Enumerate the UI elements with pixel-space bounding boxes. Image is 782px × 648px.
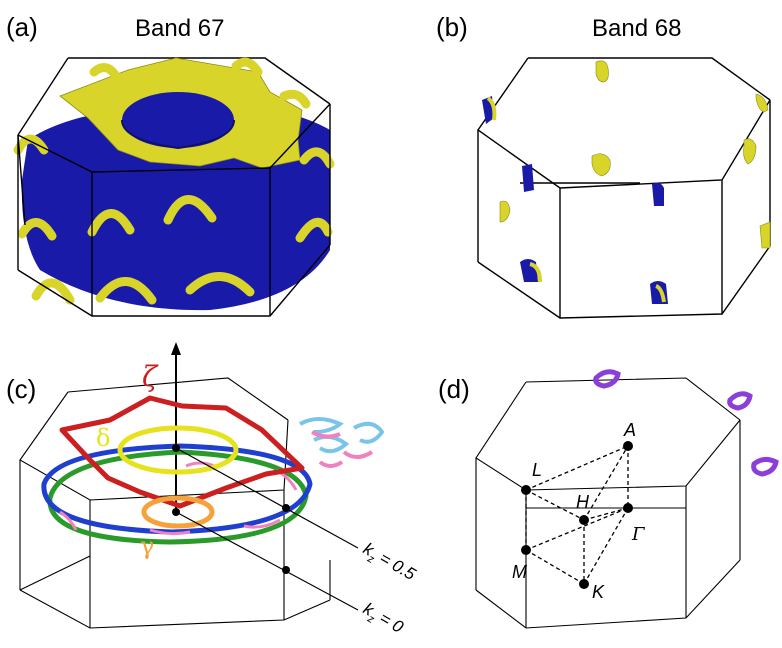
panel-a-tag: (a) [6,12,38,42]
bz-edges-front-a [17,103,331,317]
kz-zero-label: kz = 0 [358,599,407,641]
bz-edges-back-a [17,57,331,136]
kz-half-label: kz = 0.5 [358,539,419,588]
svg-text:kz = 0: kz = 0 [358,599,407,641]
svg-text:kz = 0.5: kz = 0.5 [358,539,419,588]
panel-a: (a) Band 67 [6,12,335,317]
fermi-pockets-a [13,57,335,305]
panel-b-tag: (b) [436,12,468,42]
point-K: K [592,582,605,602]
bz-edges-c [19,377,331,629]
point-L: L [532,460,542,480]
high-symmetry-path [525,445,629,585]
zeta-orbit [59,395,305,509]
side-orbits [299,417,385,468]
panel-a-title: Band 67 [135,15,224,42]
panel-d-tag: (d) [438,374,470,404]
delta-orbit [117,425,239,475]
delta-label: δ [96,424,110,452]
gamma-label: γ [140,532,154,560]
point-Gamma: Γ [631,524,646,545]
purple-orbits [593,369,779,477]
high-symmetry-points [521,441,633,589]
fermi-surface-hole [122,92,234,148]
point-A: A [623,420,636,440]
kz-axis-arrow [171,342,181,355]
fermi-surface-hole-rim [121,119,235,150]
fermi-pockets-b [482,60,771,304]
point-labels: A L H Γ M K [512,420,646,602]
blue-orbit [41,443,313,535]
bz-edges-d [475,377,741,629]
panel-b-title: Band 68 [592,15,681,42]
zeta-label: ζ [142,360,159,393]
panel-c-tag: (c) [6,374,36,404]
panel-b: (b) Band 68 [436,12,771,319]
point-M: M [512,562,527,582]
panel-c: (c) [6,342,419,641]
point-H: H [576,492,590,512]
panel-d: (d) [438,369,779,629]
bz-edges-b [477,57,771,319]
kz-half-line [175,447,359,549]
kz-zero-line [175,511,359,611]
gamma-orbit [141,495,215,529]
pink-orbits [59,461,298,536]
